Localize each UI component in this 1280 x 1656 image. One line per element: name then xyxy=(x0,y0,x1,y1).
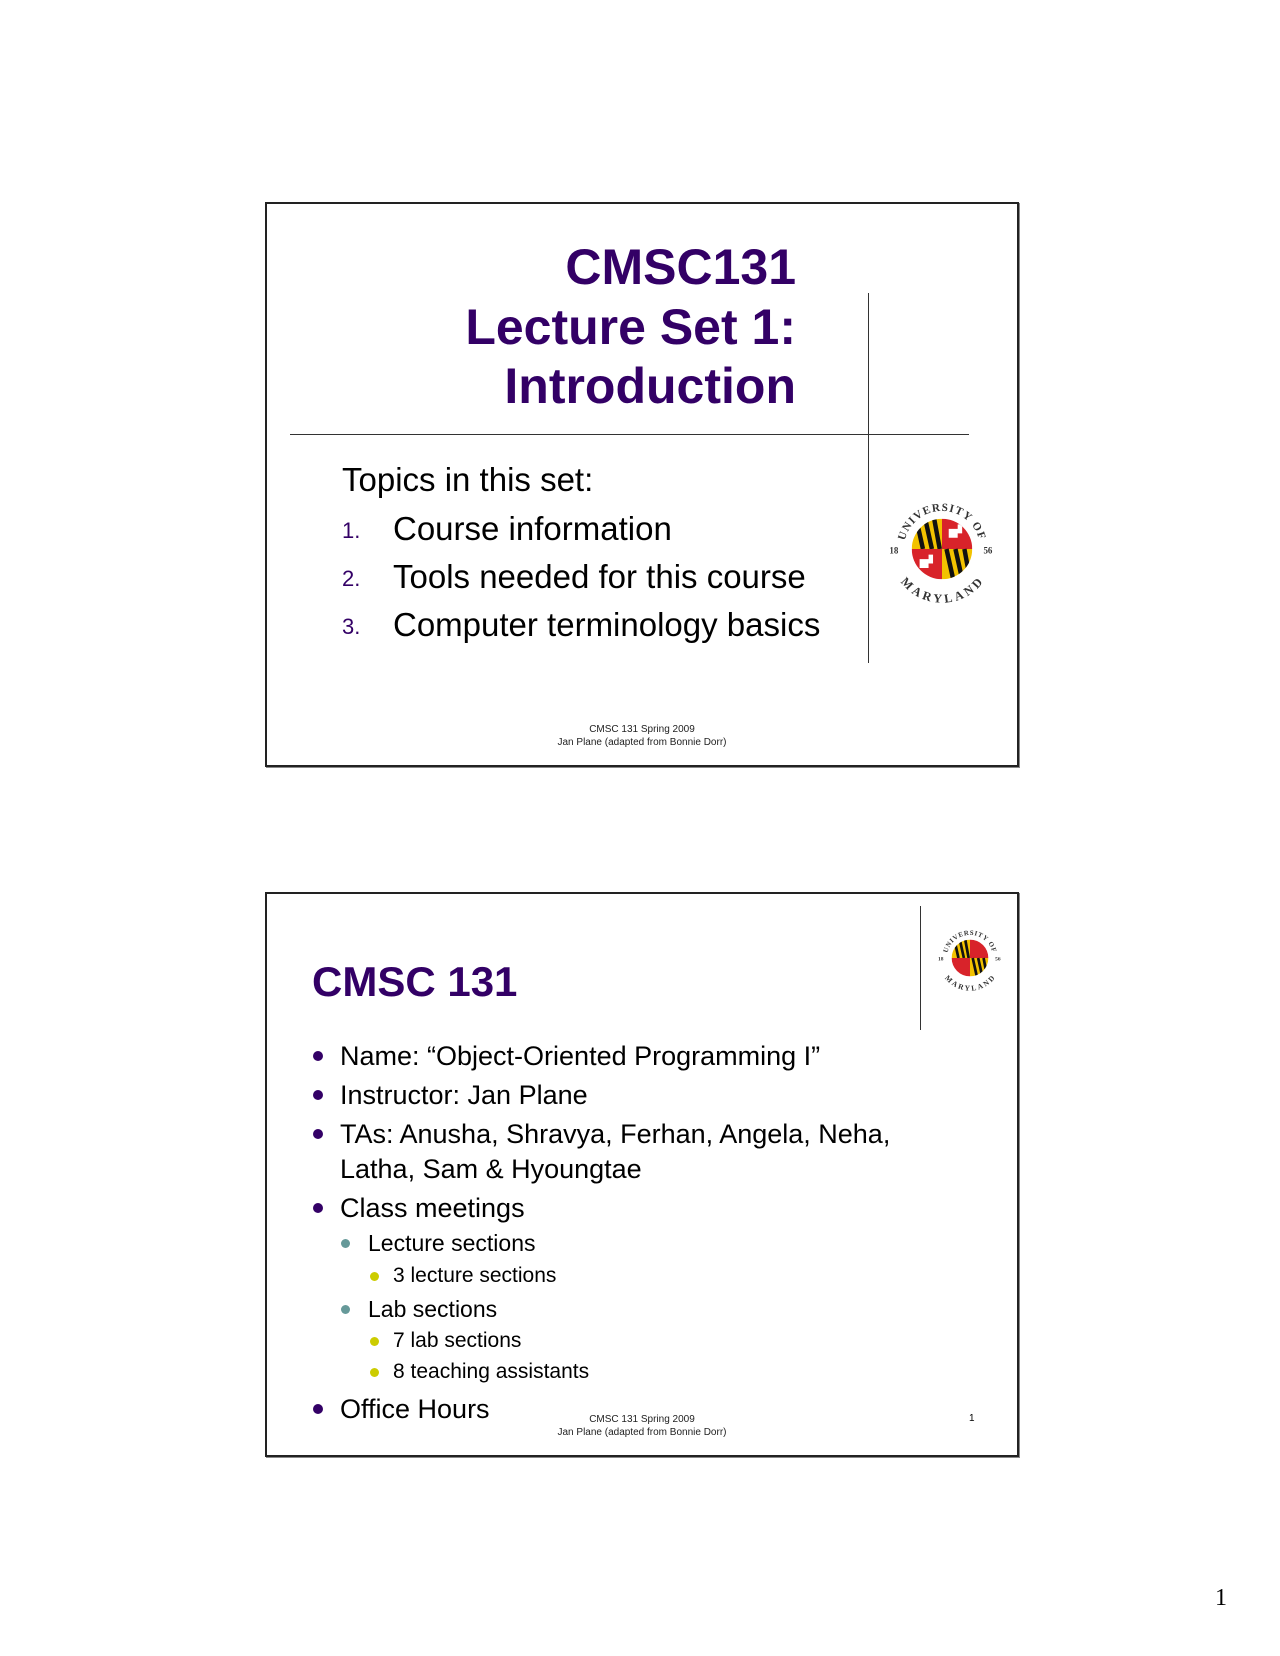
sub-sub-bullet-icon xyxy=(370,1368,379,1377)
slide-title: CMSC131 Lecture Set 1: Introduction Topi… xyxy=(265,202,1019,767)
sub-bullet-icon xyxy=(341,1239,350,1248)
sub-sub-bullet-item: 8 teaching assistants xyxy=(393,1360,590,1383)
sub-sub-bullet-item: 3 lecture sections xyxy=(393,1264,557,1287)
bullet-icon xyxy=(313,1404,323,1414)
vertical-divider xyxy=(920,906,921,1030)
sub-bullet-icon xyxy=(341,1305,350,1314)
sub-sub-bullet-icon xyxy=(370,1272,379,1281)
sub-sub-bullet-icon xyxy=(370,1337,379,1346)
bullet-item-continuation: Latha, Sam & Hyoungtae xyxy=(340,1154,642,1184)
bullet-icon xyxy=(313,1051,323,1061)
topic-number: 1. xyxy=(342,518,361,543)
bullet-item: TAs: Anusha, Shravya, Ferhan, Angela, Ne… xyxy=(340,1119,891,1149)
topic-item: Tools needed for this course xyxy=(393,558,806,595)
university-of-maryland-logo: UNIVERSITY OF MARYLAND 18 56 xyxy=(889,502,993,605)
bullet-item: Class meetings xyxy=(340,1193,525,1223)
bullet-icon xyxy=(313,1090,323,1100)
svg-text:18: 18 xyxy=(938,957,944,963)
bullet-item: Office Hours xyxy=(340,1394,490,1424)
bullet-icon xyxy=(313,1203,323,1213)
slide-title: CMSC 131 xyxy=(312,958,518,1005)
university-of-maryland-logo: UNIVERSITY OF MARYLAND 18 56 xyxy=(938,930,1001,992)
slide-course-info: CMSC 131 UNIVERSITY OF MARYLAND 18 56 Na… xyxy=(265,892,1019,1457)
bullet-item: Name: “Object-Oriented Programming I” xyxy=(340,1041,821,1071)
footer-line-1: CMSC 131 Spring 2009 xyxy=(589,1414,695,1425)
topic-item: Course information xyxy=(393,510,672,547)
footer-line-2: Jan Plane (adapted from Bonnie Dorr) xyxy=(557,1427,727,1438)
sub-sub-bullet-item: 7 lab sections xyxy=(393,1329,522,1352)
sub-bullet-item: Lecture sections xyxy=(368,1230,536,1256)
topic-number: 2. xyxy=(342,566,361,591)
slide-title-line-2: Lecture Set 1: xyxy=(465,299,796,355)
page-number: 1 xyxy=(1215,1585,1227,1611)
bullet-icon xyxy=(313,1129,323,1139)
slide-number: 1 xyxy=(969,1413,975,1424)
svg-text:18: 18 xyxy=(889,545,898,555)
bullet-item: Instructor: Jan Plane xyxy=(340,1080,588,1110)
slide-title-line-1: CMSC131 xyxy=(565,239,796,295)
footer-line-2: Jan Plane (adapted from Bonnie Dorr) xyxy=(557,737,727,748)
horizontal-divider xyxy=(290,434,969,435)
topics-heading: Topics in this set: xyxy=(342,461,594,498)
footer-line-1: CMSC 131 Spring 2009 xyxy=(589,724,695,735)
svg-text:56: 56 xyxy=(983,545,992,555)
sub-bullet-item: Lab sections xyxy=(368,1296,498,1322)
topic-number: 3. xyxy=(342,614,361,639)
svg-text:56: 56 xyxy=(995,957,1001,963)
topic-item: Computer terminology basics xyxy=(393,606,821,643)
slide-title-line-3: Introduction xyxy=(504,358,796,414)
vertical-divider xyxy=(868,293,869,663)
